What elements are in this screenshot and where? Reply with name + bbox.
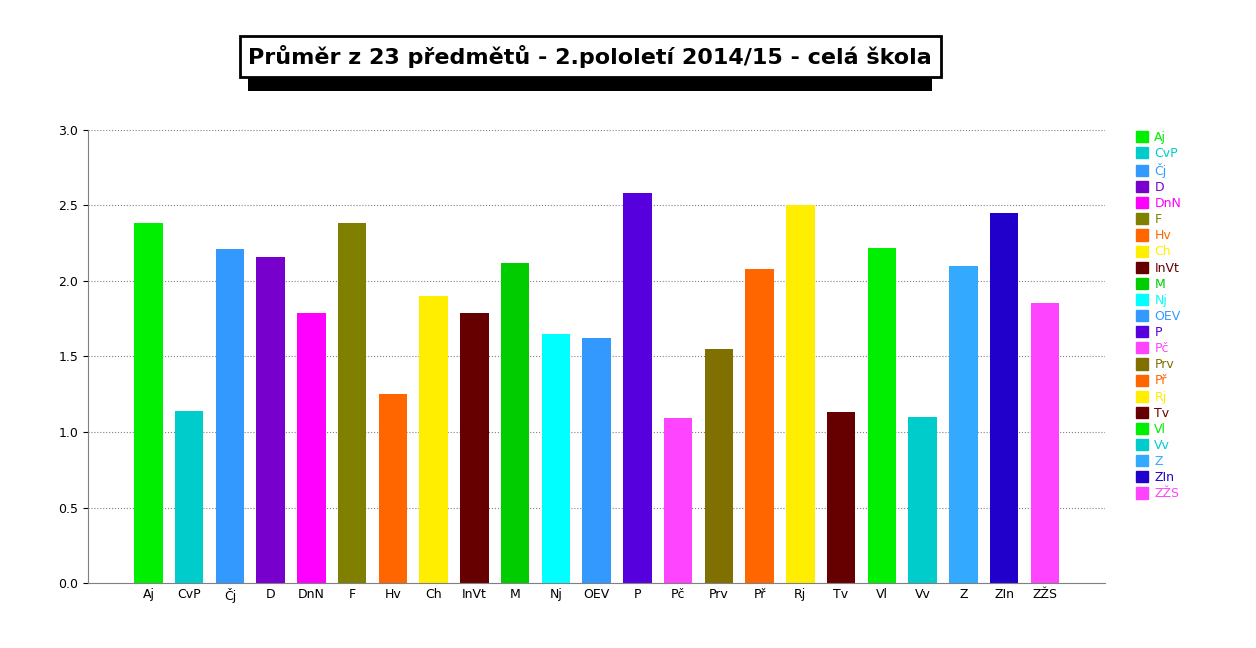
Bar [1030, 303, 1059, 583]
Bar [786, 205, 815, 583]
Bar [501, 262, 529, 583]
Bar [623, 193, 652, 583]
Bar [868, 248, 896, 583]
Bar [990, 213, 1019, 583]
Bar [541, 334, 570, 583]
Bar [134, 224, 163, 583]
Bar [826, 412, 855, 583]
Bar [460, 312, 489, 583]
Bar [705, 349, 734, 583]
Bar [256, 257, 285, 583]
Legend: Aj, CvP, Čj, D, DnN, F, Hv, Ch, InVt, M, Nj, OEV, P, Pč, Prv, Př, Rj, Tv, Vl, Vv: Aj, CvP, Čj, D, DnN, F, Hv, Ch, InVt, M,… [1132, 127, 1184, 504]
Bar [420, 296, 448, 583]
Bar [664, 419, 692, 583]
Bar [745, 269, 774, 583]
Bar [298, 312, 325, 583]
Bar [378, 394, 407, 583]
Bar [338, 224, 367, 583]
Bar [175, 411, 203, 583]
Bar [908, 417, 937, 583]
Bar [950, 266, 977, 583]
Bar [216, 249, 244, 583]
Bar [583, 338, 610, 583]
Text: Průměr z 23 předmětů - 2.pololetí 2014/15 - celá škola: Průměr z 23 předmětů - 2.pololetí 2014/1… [249, 45, 932, 68]
